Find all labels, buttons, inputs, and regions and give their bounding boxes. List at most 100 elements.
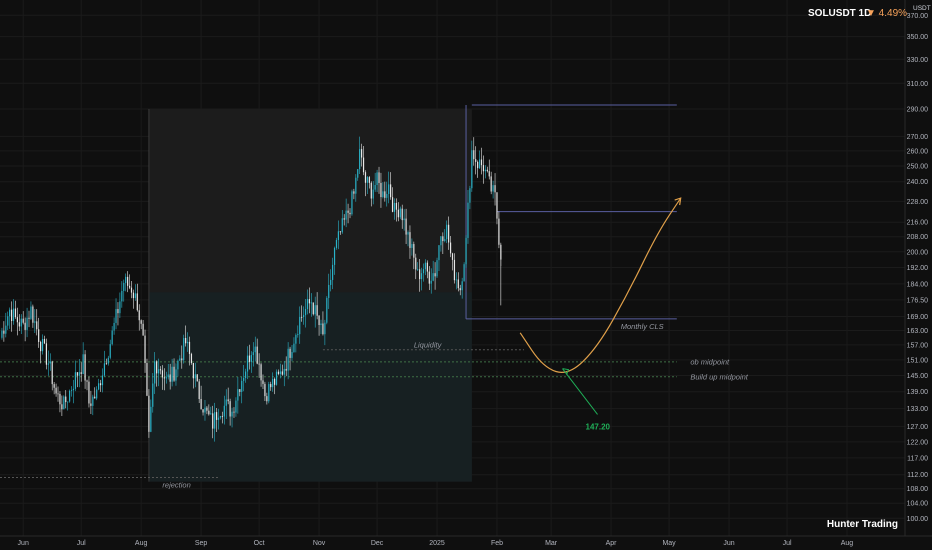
candle-body	[250, 355, 252, 362]
candle-body	[299, 316, 301, 335]
candle-body	[156, 361, 158, 374]
candle-body	[266, 396, 268, 402]
candle-body	[285, 368, 287, 371]
candle-body	[231, 411, 233, 417]
candle-body	[132, 292, 135, 299]
candle-body	[86, 380, 88, 382]
candle-body	[22, 318, 24, 323]
price-scale[interactable]: 100.00 104.00 108.00 112.00 117.00 122.00 127.…	[907, 13, 929, 523]
candle-body	[498, 218, 500, 245]
candle-body	[210, 413, 212, 415]
candle-body	[337, 231, 340, 240]
candle-body	[65, 396, 67, 403]
candle-body	[347, 210, 349, 213]
candle-body	[84, 354, 86, 381]
candle-body	[140, 320, 142, 324]
candle-body	[353, 191, 355, 194]
candle-body	[378, 172, 380, 183]
candle-body	[413, 244, 415, 258]
candle-body	[492, 185, 494, 192]
candle-body	[376, 172, 378, 186]
candle-body	[154, 361, 156, 384]
candle-body	[103, 363, 106, 376]
candle-body	[229, 401, 231, 417]
candle-body	[308, 299, 311, 304]
candle-body	[488, 171, 490, 177]
candle-body	[264, 383, 266, 397]
target-label: 147.20	[586, 422, 611, 431]
candle-body	[465, 237, 467, 265]
candle-body	[98, 383, 100, 390]
candle-body	[9, 309, 11, 317]
candle-body	[190, 353, 193, 364]
candle-body	[217, 417, 220, 420]
candle-body	[494, 185, 496, 193]
candle-body	[333, 247, 336, 265]
candle-body	[20, 318, 22, 327]
y-tick-label: 169.00	[907, 314, 929, 321]
x-tick-label: Jul	[783, 540, 792, 547]
candle-body	[28, 317, 30, 319]
candle-body	[5, 325, 7, 334]
symbol-title[interactable]: SOLUSDT 1D	[808, 8, 871, 19]
candle-body	[426, 262, 428, 272]
y-tick-label: 122.00	[907, 439, 929, 446]
candle-body	[343, 218, 345, 220]
y-tick-label: 240.00	[907, 179, 929, 186]
candle-body	[386, 193, 388, 198]
candle-body	[165, 377, 167, 379]
candle-body	[436, 260, 438, 277]
candle-body	[475, 159, 477, 162]
candle-body	[70, 390, 73, 391]
candle-body	[277, 371, 280, 374]
candle-body	[41, 338, 44, 352]
candle-body	[438, 245, 440, 261]
candle-body	[74, 372, 77, 389]
y-tick-label: 330.00	[907, 57, 929, 64]
y-tick-label: 192.00	[907, 265, 929, 272]
candle-body	[173, 366, 175, 381]
y-tick-label: 290.00	[907, 106, 929, 113]
y-tick-label: 270.00	[907, 134, 929, 141]
levels	[0, 104, 677, 478]
candle-body	[455, 279, 457, 281]
candle-body	[47, 363, 49, 365]
y-tick-label: 370.00	[907, 13, 929, 20]
projection-path	[519, 197, 682, 373]
candle-body	[171, 366, 173, 382]
candle-body	[332, 264, 334, 280]
candle-body	[448, 224, 450, 243]
candle-body	[420, 273, 423, 280]
candle-body	[196, 374, 198, 382]
candle-body	[109, 344, 111, 358]
x-tick-label: Sep	[195, 540, 208, 547]
candle-body	[252, 352, 254, 356]
candle-body	[291, 352, 293, 358]
candle-body	[254, 346, 256, 353]
candle-body	[185, 338, 187, 344]
candle-body	[262, 380, 264, 384]
candle-body	[478, 159, 481, 169]
candle-body	[94, 396, 96, 399]
candle-body	[127, 276, 129, 286]
candle-body	[281, 371, 283, 375]
y-tick-label: 250.00	[907, 164, 929, 171]
candle-body	[105, 363, 107, 365]
y-tick-label: 133.00	[907, 406, 929, 413]
candle-body	[11, 309, 13, 321]
candle-body	[380, 182, 382, 198]
candle-body	[152, 383, 154, 407]
candle-body	[351, 191, 353, 215]
candle-body	[198, 381, 200, 400]
candle-body	[372, 189, 374, 199]
time-scale[interactable]: Jun Jul Aug Sep Oct Nov Dec 2025 Feb Mar Apr May Jun…	[18, 540, 854, 547]
x-tick-label: Oct	[254, 540, 265, 547]
candle-body	[204, 407, 206, 413]
candle-body	[407, 232, 409, 235]
candle-body	[200, 399, 202, 410]
candle-body	[270, 384, 272, 388]
candle-body	[391, 197, 394, 212]
watermark-text: Hunter Trading	[827, 519, 898, 530]
candle-body	[225, 399, 227, 406]
